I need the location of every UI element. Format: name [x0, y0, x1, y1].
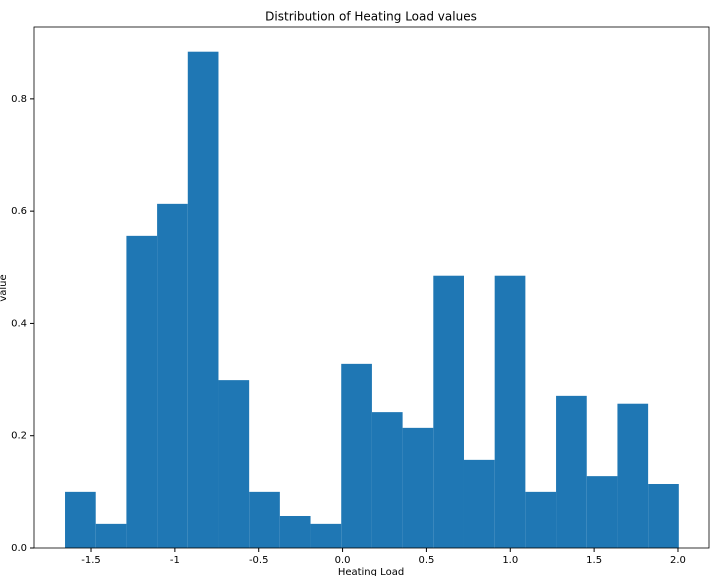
- bar: [218, 380, 250, 548]
- bar: [648, 483, 679, 548]
- y-tick-label: 0.6: [11, 206, 27, 217]
- x-tick-label: 0.5: [418, 555, 434, 566]
- bar: [310, 523, 342, 548]
- bar: [494, 275, 526, 548]
- bar: [157, 203, 188, 548]
- x-tick-label: -0.5: [249, 555, 269, 566]
- x-tick-label: 0.0: [335, 555, 351, 566]
- bar: [402, 427, 434, 548]
- y-axis-label: value: [0, 274, 9, 301]
- bar: [65, 491, 96, 548]
- bar: [187, 51, 219, 549]
- bar: [371, 412, 403, 548]
- bar: [126, 235, 158, 549]
- bar: [525, 491, 557, 548]
- x-tick-label: -1.5: [81, 555, 101, 566]
- y-tick-label: 0.8: [11, 94, 27, 105]
- bar: [617, 403, 649, 548]
- x-axis-label: Heating Load: [338, 567, 404, 576]
- x-tick-label: 1.0: [502, 555, 518, 566]
- bar: [95, 523, 127, 548]
- x-tick-label: -1: [170, 555, 180, 566]
- plot-frame: [33, 26, 710, 549]
- bar: [556, 395, 587, 548]
- x-tick-label: 2.0: [670, 555, 686, 566]
- bar: [279, 515, 311, 548]
- bar: [341, 363, 372, 548]
- bar: [433, 275, 464, 548]
- x-tick-label: 1.5: [586, 555, 602, 566]
- bar: [463, 459, 495, 548]
- y-tick-label: 0.0: [11, 543, 27, 554]
- bar: [249, 491, 280, 548]
- bar: [586, 476, 618, 548]
- chart-title: Distribution of Heating Load values: [265, 10, 477, 24]
- y-tick-label: 0.2: [11, 431, 27, 442]
- y-tick-label: 0.4: [11, 318, 27, 329]
